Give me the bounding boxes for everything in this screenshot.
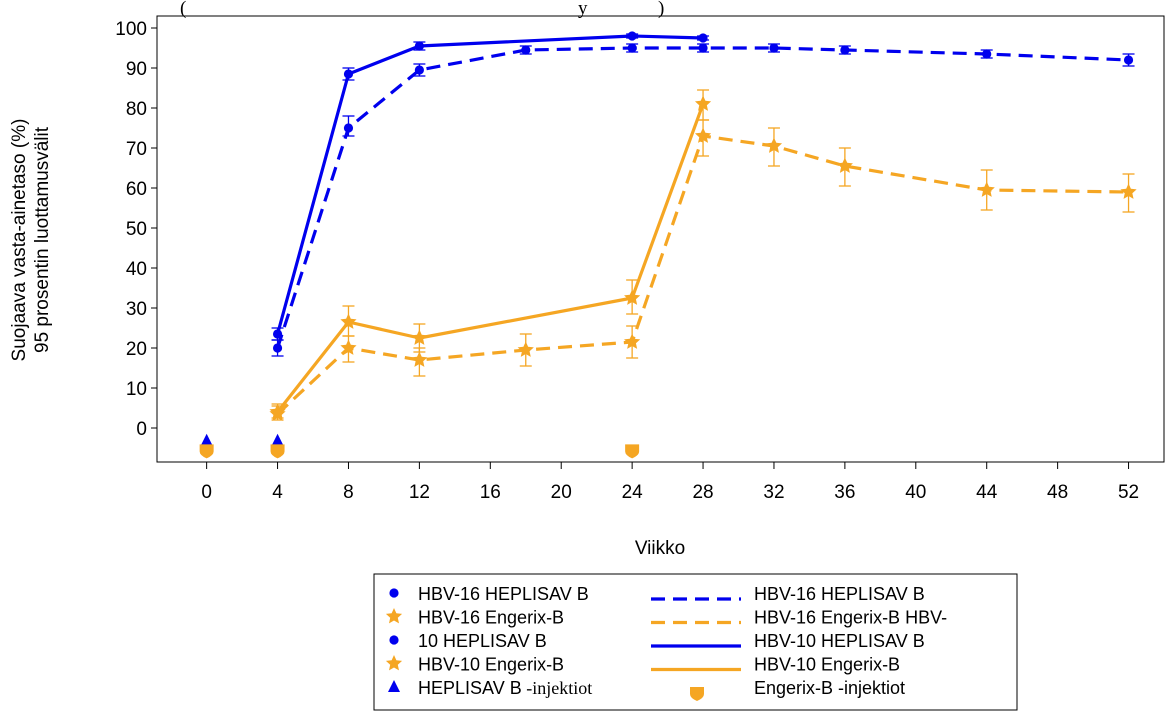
legend-label: 10 HEPLISAV B (418, 631, 547, 651)
y-tick-label: 80 (126, 99, 147, 120)
x-axis-title: Viikko (635, 538, 685, 559)
x-tick-label: 36 (834, 482, 855, 503)
data-point-circle (272, 343, 283, 353)
series-hbv10-engerix (269, 89, 712, 419)
injection-layer (199, 433, 640, 459)
x-tick-label: 52 (1118, 482, 1139, 503)
y-axis: 0 10 20 30 40 50 60 70 80 90 100 (115, 19, 157, 440)
legend-label: HBV-16 HEPLISAV B (418, 584, 589, 604)
legend-label: HBV-10 Engerix-B (754, 655, 900, 675)
y-tick-label: 0 (136, 419, 147, 440)
data-point-circle (698, 33, 708, 43)
x-tick-label: 48 (1047, 482, 1068, 503)
legend-label: HBV-16 Engerix-B (418, 608, 564, 628)
series-line-hbv10-heplisav (276, 34, 704, 335)
series-hbv16-engerix (269, 119, 1137, 421)
series-line-hbv16-engerix (276, 134, 1129, 416)
x-tick-label: 32 (763, 482, 784, 503)
y-tick-label: 70 (126, 139, 147, 160)
y-tick-label: 50 (126, 219, 147, 240)
data-point-circle (272, 329, 283, 339)
x-tick-label: 20 (551, 482, 572, 503)
legend-label-suffix: -injektiot (522, 678, 593, 698)
data-point-star (340, 313, 357, 329)
y-axis-title-line2: 95 prosentin luottamusvälit (32, 126, 53, 353)
x-tick-label: 8 (343, 482, 354, 503)
x-tick-label: 40 (905, 482, 926, 503)
legend-marker-circle (389, 588, 399, 598)
chart-top-text-close: ) (658, 0, 664, 19)
data-point-circle (1123, 55, 1134, 65)
data-point-star (694, 95, 712, 111)
data-point-star (694, 127, 712, 143)
x-tick-label: 28 (692, 482, 713, 503)
y-tick-label: 60 (126, 179, 147, 200)
legend: HBV-16 HEPLISAV B HBV-16 Engerix-B 10 HEPL… (385, 584, 947, 701)
data-point-star (340, 339, 357, 355)
series-hbv10-heplisav (271, 31, 710, 341)
x-tick-label: 24 (622, 482, 644, 503)
y-tick-label: 10 (126, 379, 147, 400)
data-point-star (836, 157, 853, 173)
data-point-star (624, 333, 641, 349)
data-point-star (978, 181, 995, 197)
data-point-star (269, 403, 286, 419)
x-tick-label: 4 (272, 482, 283, 503)
data-point-star (765, 137, 783, 153)
injection-heplisav-marker (271, 433, 284, 446)
data-point-circle (627, 31, 637, 41)
data-point-circle (343, 69, 354, 79)
x-tick-label: 12 (409, 482, 430, 503)
legend-label: HBV-10 Engerix-B (418, 655, 564, 675)
data-point-circle (840, 45, 850, 55)
x-tick-label: 16 (480, 482, 501, 503)
series-line-hbv16-heplisav (276, 46, 1129, 349)
legend-marker-star (385, 608, 403, 624)
legend-marker-shield (690, 687, 704, 701)
injection-engerix-marker (199, 444, 214, 459)
plot-frame (156, 15, 1165, 463)
data-point-star (1120, 183, 1137, 199)
series-hbv16-heplisav (271, 43, 1135, 357)
data-point-circle (343, 123, 354, 133)
data-point-star (411, 329, 428, 345)
legend-marker-triangle (388, 680, 400, 692)
injection-engerix-marker (270, 444, 285, 459)
data-point-star (411, 351, 428, 367)
data-point-circle (627, 43, 637, 53)
x-tick-label: 0 (201, 482, 212, 503)
injection-heplisav-marker (200, 433, 213, 446)
legend-label: HEPLISAV B -injektiot (418, 678, 592, 698)
data-point-circle (698, 43, 708, 53)
chart-top-text-open: ( (180, 0, 186, 19)
data-point-circle (414, 65, 424, 75)
data-point-star (517, 341, 534, 357)
legend-marker-circle (389, 635, 399, 645)
chart-top-text-y: y (578, 0, 588, 19)
series-layer (269, 31, 1137, 421)
data-point-circle (982, 49, 992, 59)
legend-label: HBV-16 HEPLISAV B (754, 584, 925, 604)
legend-label: Engerix-B -injektiot (754, 678, 905, 698)
y-tick-label: 30 (126, 299, 147, 320)
x-axis: 0 4 8 12 16 20 24 28 32 36 40 44 48 52 (201, 462, 1139, 503)
y-tick-label: 40 (126, 259, 147, 280)
injection-engerix-marker (625, 444, 640, 459)
data-point-circle (414, 41, 424, 51)
legend-label: HBV-16 Engerix-B HBV- (754, 608, 947, 628)
data-point-star (624, 289, 641, 305)
y-tick-label: 90 (126, 59, 147, 80)
y-axis-title-line1: Suojaava vasta-ainetaso (%) (9, 119, 30, 362)
data-point-circle (769, 43, 779, 53)
y-tick-label: 100 (115, 19, 147, 40)
y-tick-label: 20 (126, 339, 147, 360)
data-point-circle (521, 45, 531, 55)
legend-label: HBV-10 HEPLISAV B (754, 631, 925, 651)
x-tick-label: 44 (976, 482, 998, 503)
legend-marker-star (385, 655, 403, 671)
